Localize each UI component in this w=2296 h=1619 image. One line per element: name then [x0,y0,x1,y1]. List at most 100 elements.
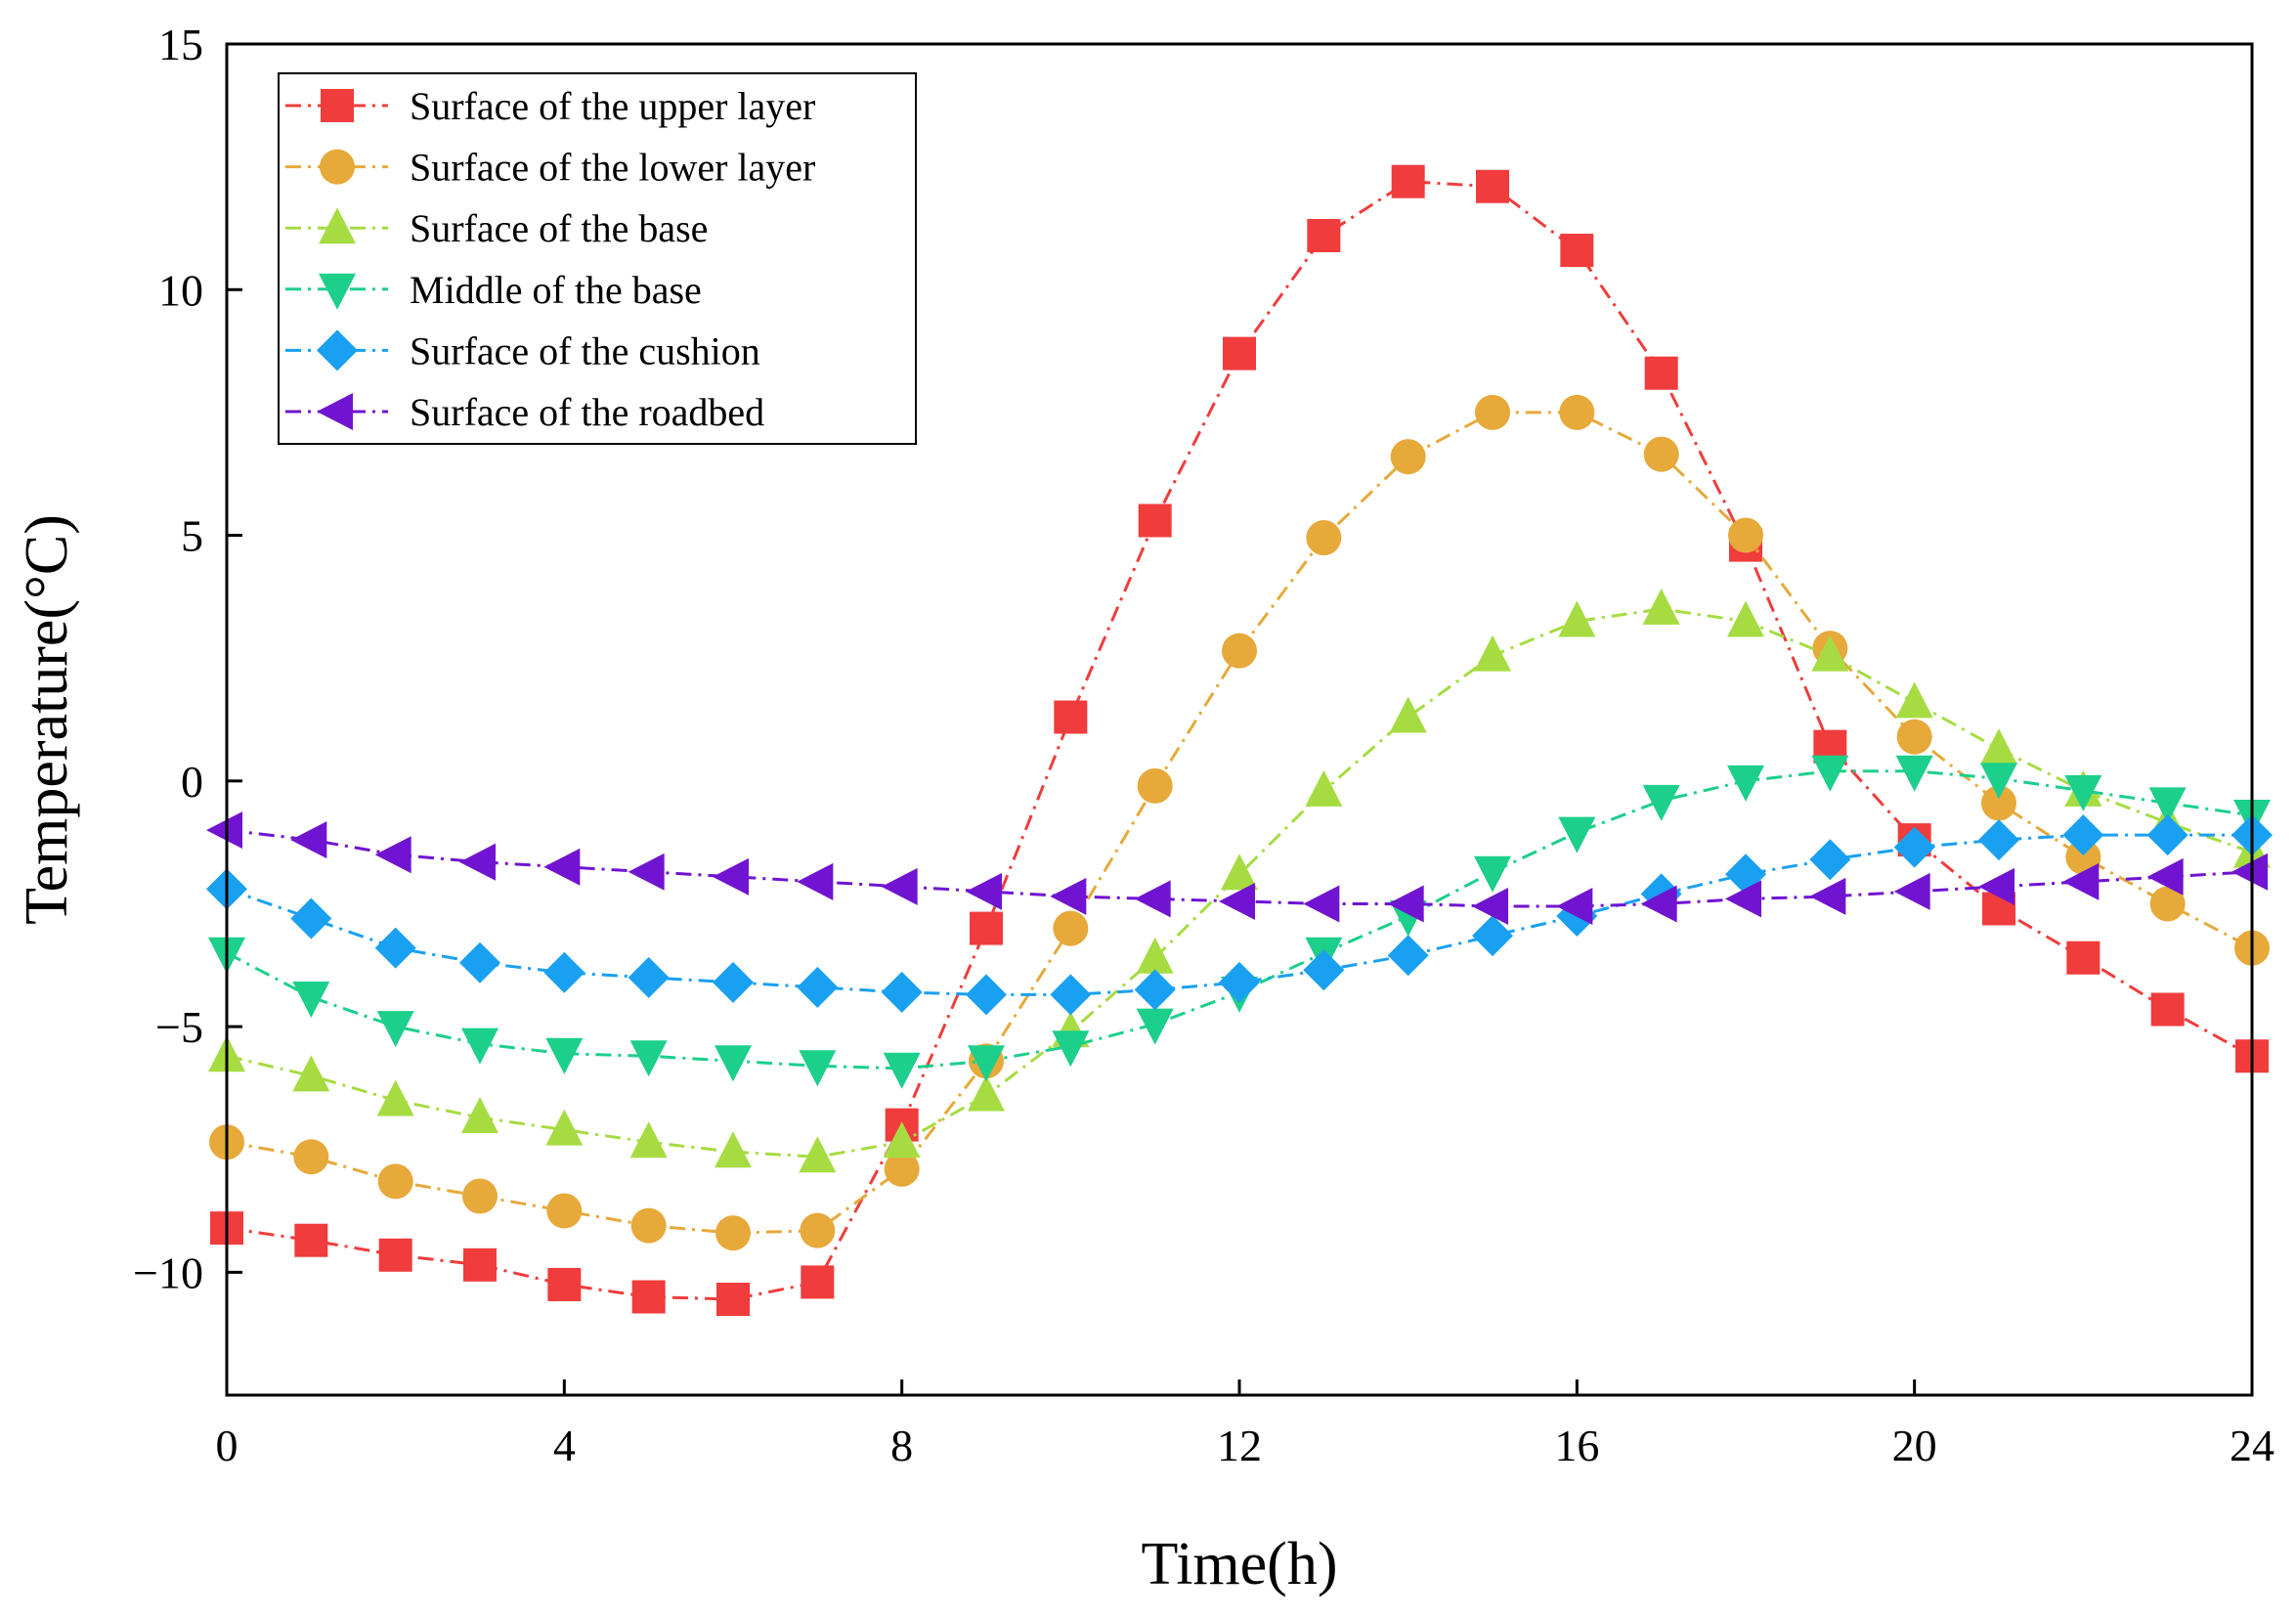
data-point [970,912,1003,945]
data-point [1980,728,2017,765]
y-axis-title: Temperature(°C) [14,514,80,925]
data-point [1475,395,1510,430]
x-tick-label: 20 [1892,1421,1937,1470]
x-tick-label: 0 [216,1421,238,1470]
data-point [1303,885,1339,922]
x-tick-label: 4 [553,1421,576,1470]
data-point [1809,839,1850,880]
data-point [1644,437,1679,472]
data-point [1392,165,1425,198]
x-tick-label: 24 [2230,1421,2274,1470]
data-point [1135,969,1176,1010]
data-point [631,1208,667,1244]
data-point [1054,700,1087,733]
data-point [547,1268,581,1301]
series-line [227,413,2252,1233]
y-tick-label: 5 [181,511,203,561]
data-point [713,962,754,1003]
legend-label: Surface of the base [410,206,708,250]
data-point [1138,768,1173,804]
data-point [375,928,416,969]
data-point [206,811,242,849]
data-point [801,1265,834,1298]
data-point [543,849,580,886]
data-point [2066,941,2100,975]
legend-marker [320,150,355,185]
legend-label: Surface of the lower layer [410,146,815,190]
data-point [1727,766,1764,802]
y-tick-label: 15 [158,20,203,69]
x-axis-title: Time(h) [1142,1531,1338,1597]
data-point [290,821,326,858]
data-point [461,1097,498,1133]
data-point [1643,785,1680,821]
y-tick-label: 0 [181,757,203,807]
series-5 [206,814,2273,1015]
data-point [290,898,331,940]
data-point [293,1139,328,1174]
data-point [1558,817,1595,853]
data-point [1219,962,1260,1003]
data-point [799,1050,836,1086]
legend-frame [279,73,916,444]
data-point [1560,234,1593,267]
data-point [292,982,329,1018]
data-point [715,1045,752,1081]
data-point [1307,219,1340,252]
data-point [1053,911,1088,946]
data-point [461,1028,498,1065]
data-point [1728,518,1763,553]
data-point [716,1283,750,1316]
data-point [882,972,923,1013]
data-point [882,868,918,905]
data-point [459,844,496,881]
data-point [1390,696,1427,732]
data-point [1391,439,1426,474]
data-point [1811,756,1848,792]
data-point [1223,337,1256,371]
data-point [1388,935,1429,976]
data-point [628,957,670,998]
y-tick-label: 10 [158,265,203,315]
data-point [966,873,1002,910]
data-point [1303,949,1344,990]
data-point [1305,770,1342,807]
data-point [797,863,833,900]
legend: Surface of the upper layer Surface of the… [279,73,916,444]
data-point [1474,635,1511,672]
data-point [797,967,838,1008]
data-point [966,974,1007,1015]
data-point [1139,503,1172,537]
data-point [1809,878,1845,915]
data-point [543,952,585,993]
series-4 [208,756,2271,1089]
x-tick-label: 16 [1554,1421,1599,1470]
data-point [1476,170,1509,203]
data-point [1727,600,1764,636]
data-point [715,1131,752,1167]
legend-marker [321,89,354,122]
data-point [1135,880,1171,917]
legend-label: Middle of the base [410,268,702,312]
data-point [632,1280,666,1313]
x-axis: 0 4 8 12 16 20 24 [216,1379,2275,1470]
data-point [628,853,665,891]
data-point [1559,395,1594,430]
data-point [375,836,412,873]
data-point [294,1224,327,1257]
data-point [1896,681,1933,718]
data-point [463,1248,497,1282]
series-3 [208,589,2271,1172]
y-tick-label: −5 [155,1002,203,1052]
data-point [713,858,749,896]
data-point [545,1038,583,1074]
data-point [1894,873,1930,910]
data-point [459,942,500,984]
legend-label: Surface of the cushion [410,328,760,372]
data-point [1222,634,1257,669]
data-point [462,1178,498,1213]
data-point [800,1213,835,1248]
data-point [1978,819,2019,860]
series-line [227,771,2252,1069]
data-point [884,1053,921,1089]
